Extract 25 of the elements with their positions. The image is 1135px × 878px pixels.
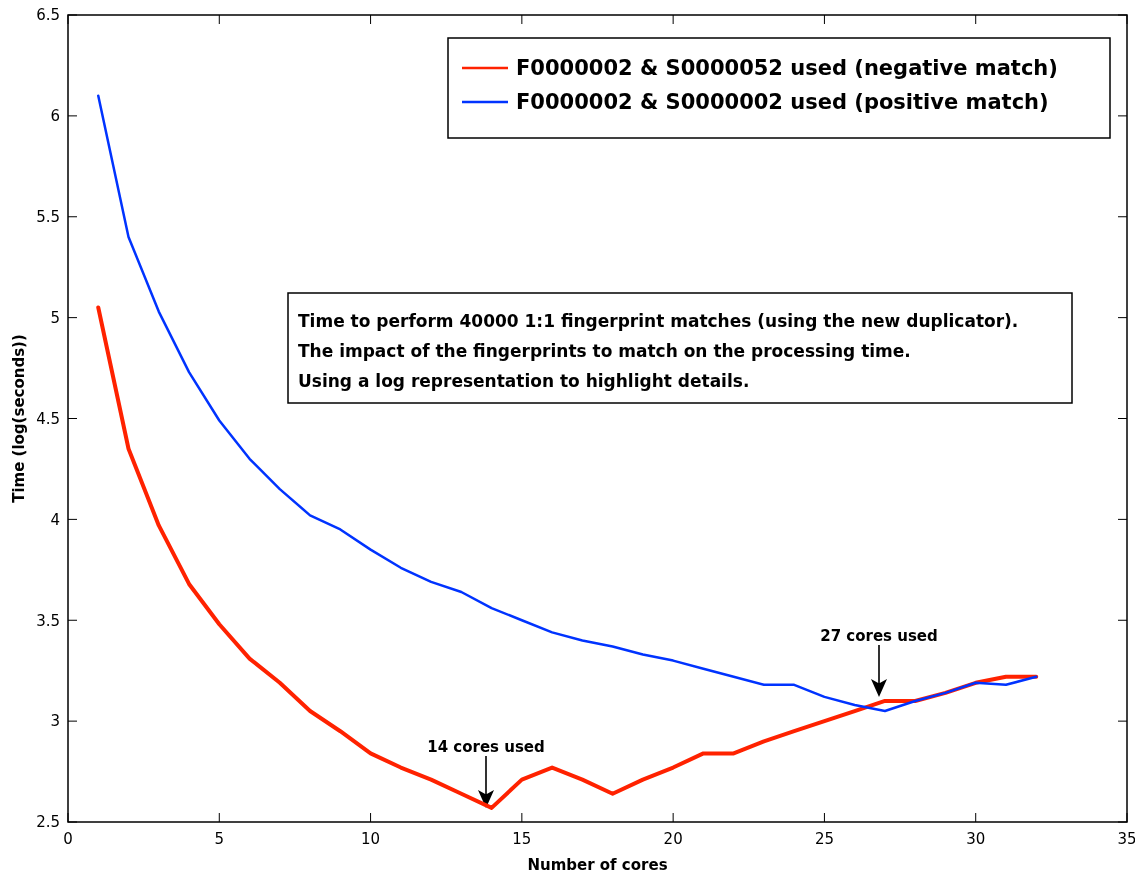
- y-tick-label: 5: [50, 308, 60, 327]
- y-tick-label: 3.5: [36, 611, 60, 630]
- y-axis-title: Time (log(seconds)): [10, 334, 28, 503]
- y-tick-label: 6: [50, 107, 60, 126]
- y-tick-label: 4.5: [36, 409, 60, 428]
- x-tick-label: 15: [512, 830, 532, 848]
- y-tick-label: 4: [50, 510, 60, 529]
- annotation: 14 cores used: [427, 738, 545, 756]
- y-tick-label: 6.5: [36, 6, 60, 25]
- x-axis-title: Number of cores: [527, 856, 668, 874]
- y-tick-label: 5.5: [36, 208, 60, 226]
- annotation: 27 cores used: [820, 627, 938, 645]
- y-tick-label: 2.5: [36, 813, 60, 832]
- x-tick-label: 25: [814, 830, 834, 848]
- annotation: Time to perform 40000 1:1 fingerprint matches (using the new duplicator). The impact of the fingerprints to match on the processing time. Using a log representation to highlight details.: [298, 311, 1019, 391]
- x-tick-label: 20: [663, 830, 683, 848]
- legend-label: F0000002 & S0000002 used (positive match): [516, 90, 1049, 115]
- x-tick-label: 10: [361, 830, 381, 848]
- legend-label: F0000002 & S0000052 used (negative match): [516, 56, 1058, 81]
- y-tick-label: 3: [50, 712, 60, 731]
- x-tick-label: 5: [214, 830, 225, 848]
- x-tick-label: 0: [63, 830, 73, 848]
- x-tick-label: 35: [1117, 830, 1135, 848]
- x-tick-label: 30: [966, 830, 986, 848]
- line-series: [96, 305, 1039, 810]
